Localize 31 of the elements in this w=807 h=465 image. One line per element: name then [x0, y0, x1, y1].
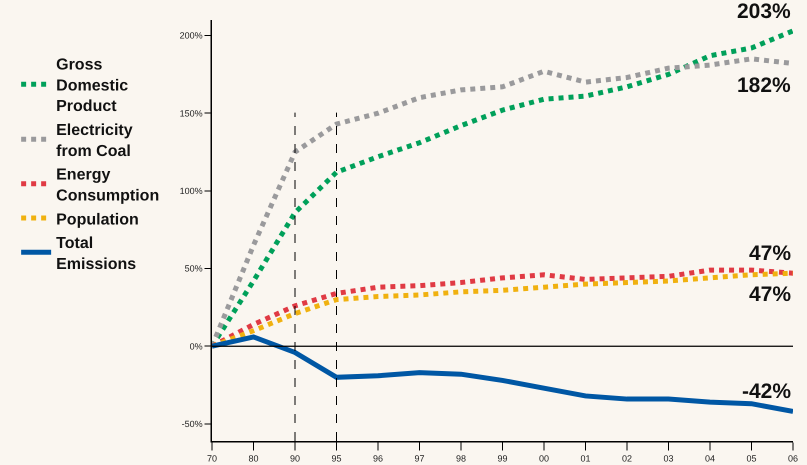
legend-label: Gross Domestic Product [56, 56, 128, 116]
y-tick-label: 200% [180, 30, 203, 41]
annotation: 47% [749, 283, 792, 306]
x-tick-label: 01 [580, 453, 591, 464]
x-tick-label: 80 [248, 453, 259, 464]
legend-label: Population [56, 211, 139, 228]
annotation: -42% [742, 380, 792, 403]
annotation: 203% [737, 0, 792, 23]
x-tick-label: 99 [497, 453, 508, 464]
x-tick-label: 70 [206, 453, 218, 464]
x-tick-label: 98 [456, 453, 466, 464]
x-tick-label: 04 [704, 453, 716, 464]
x-tick-label: 02 [622, 453, 632, 464]
y-tick-label: 0% [190, 341, 203, 352]
x-tick-label: 95 [331, 453, 342, 464]
annotation: 182% [737, 74, 792, 97]
x-tick-label: 00 [538, 453, 550, 464]
x-tick-label: 05 [746, 453, 757, 464]
legend-label: Electricity from Coal [56, 122, 133, 160]
y-tick-label: 150% [180, 108, 203, 118]
x-tick-label: 97 [414, 453, 425, 464]
x-tick-label: 96 [372, 453, 384, 464]
legend-label: Energy Consumption [56, 166, 160, 204]
legend-label: Total Emissions [56, 235, 136, 273]
y-tick-label: 100% [180, 186, 203, 196]
y-tick-label: 50% [184, 264, 203, 274]
annotation: 47% [749, 242, 792, 265]
x-tick-label: 06 [788, 453, 798, 464]
y-tick-label: -50% [182, 419, 203, 430]
x-tick-label: 03 [663, 453, 674, 464]
x-tick-label: 90 [290, 453, 300, 464]
